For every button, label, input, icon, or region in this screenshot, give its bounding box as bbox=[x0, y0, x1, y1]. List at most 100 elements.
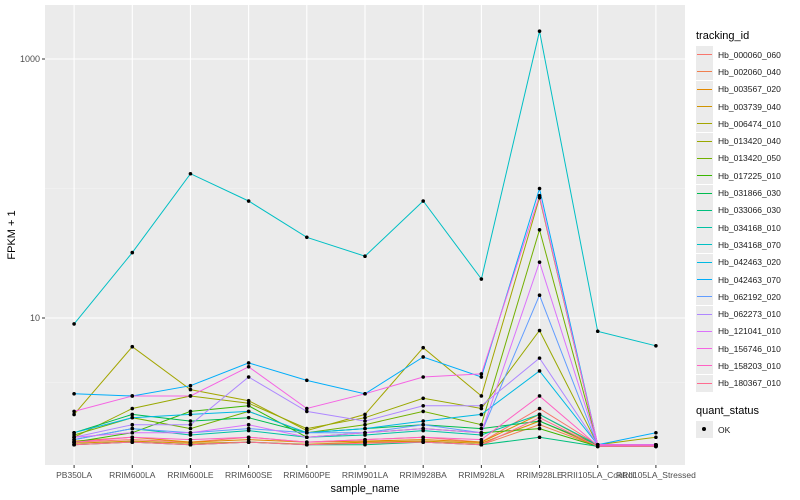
quant-status-legend-title: quant_status bbox=[696, 405, 759, 417]
data-point bbox=[537, 356, 542, 360]
legend-item: Hb_034168_010 bbox=[696, 219, 800, 237]
data-point bbox=[188, 412, 193, 417]
x-tick-label: RRIM600PE bbox=[283, 470, 331, 480]
data-point bbox=[537, 328, 542, 333]
data-point bbox=[421, 396, 425, 401]
legend-key bbox=[696, 340, 713, 358]
data-point bbox=[246, 199, 251, 203]
data-point bbox=[72, 440, 76, 444]
data-point bbox=[130, 426, 135, 431]
legend-line-swatch bbox=[697, 244, 712, 246]
legend-item: Hb_017225_010 bbox=[696, 167, 800, 185]
data-point bbox=[595, 329, 600, 334]
x-tick-label: RRIM600SE bbox=[225, 470, 273, 480]
data-point bbox=[246, 426, 251, 431]
data-point bbox=[421, 422, 425, 427]
legend-key bbox=[696, 46, 713, 64]
legend-label: Hb_000060_060 bbox=[718, 49, 781, 60]
legend-line-swatch bbox=[697, 140, 712, 142]
legend-label: Hb_013420_040 bbox=[718, 136, 781, 147]
legend-key bbox=[696, 374, 713, 392]
legend-line-swatch bbox=[697, 175, 712, 177]
data-point bbox=[421, 375, 425, 379]
legend-key bbox=[696, 219, 713, 237]
y-axis: 10 1000 bbox=[20, 54, 45, 323]
legend-item: Hb_033066_030 bbox=[696, 201, 800, 219]
legend-line-swatch bbox=[697, 192, 712, 194]
legend-item: Hb_042463_020 bbox=[696, 253, 800, 271]
y-tick-label: 1000 bbox=[20, 54, 40, 64]
legend-label: Hb_062192_020 bbox=[718, 291, 781, 302]
legend-label: Hb_002060_040 bbox=[718, 66, 781, 77]
legend-line-swatch bbox=[697, 54, 712, 56]
data-point bbox=[305, 440, 309, 444]
series-points bbox=[72, 29, 658, 449]
data-point bbox=[595, 444, 600, 449]
legend-label: Hb_034168_010 bbox=[718, 222, 781, 233]
legend-line-swatch bbox=[697, 279, 712, 280]
legend-key bbox=[696, 271, 713, 288]
data-point bbox=[421, 199, 425, 203]
data-point bbox=[188, 426, 193, 431]
legend-line-swatch bbox=[697, 227, 712, 229]
legend-item-ok: OK bbox=[696, 421, 800, 439]
data-point bbox=[537, 369, 542, 373]
data-point bbox=[421, 419, 425, 423]
legend-line-swatch bbox=[697, 296, 712, 298]
data-point bbox=[188, 422, 193, 427]
data-point bbox=[72, 430, 76, 435]
data-point bbox=[130, 415, 135, 420]
data-point bbox=[363, 254, 367, 259]
data-point bbox=[72, 322, 76, 326]
x-tick-label: PB350LA bbox=[56, 470, 92, 480]
data-point bbox=[72, 442, 76, 447]
data-point bbox=[363, 391, 367, 396]
legend-line-swatch bbox=[697, 365, 712, 367]
data-point bbox=[537, 260, 542, 264]
data-point bbox=[72, 412, 76, 417]
data-point bbox=[130, 412, 135, 417]
data-point bbox=[421, 345, 425, 350]
legend-item: Hb_002060_040 bbox=[696, 63, 800, 81]
x-axis: PB350LA RRIM600LA RRIM600LE RRIM600SE RRIM60… bbox=[56, 465, 696, 480]
data-point bbox=[654, 343, 658, 348]
data-point bbox=[363, 437, 367, 442]
legend-label: Hb_013420_050 bbox=[718, 153, 781, 164]
legend-item: Hb_042463_070 bbox=[696, 271, 800, 288]
data-point bbox=[363, 415, 367, 420]
legend-key bbox=[696, 167, 713, 185]
data-point bbox=[363, 430, 367, 435]
legend-key bbox=[696, 305, 713, 323]
data-point bbox=[421, 409, 425, 414]
legend-label: Hb_031866_030 bbox=[718, 188, 781, 199]
legend-label: Hb_034168_070 bbox=[718, 239, 781, 250]
legend-key-ok bbox=[696, 421, 713, 439]
data-point bbox=[479, 375, 484, 379]
legend-line-swatch bbox=[697, 123, 712, 125]
data-point bbox=[188, 442, 193, 447]
data-point bbox=[479, 426, 484, 431]
legend-key bbox=[696, 201, 713, 219]
data-point bbox=[305, 430, 309, 435]
legend-label: Hb_158203_010 bbox=[718, 360, 781, 371]
data-point bbox=[537, 426, 542, 431]
data-point bbox=[421, 435, 425, 440]
data-point bbox=[537, 186, 542, 191]
data-point bbox=[246, 375, 251, 379]
legend-title: tracking_id bbox=[696, 30, 750, 42]
legend-item: Hb_031866_030 bbox=[696, 184, 800, 202]
data-point bbox=[537, 435, 542, 440]
data-point bbox=[305, 442, 309, 447]
legend-items: Hb_000060_060 Hb_002060_040 Hb_003567_020 H… bbox=[696, 46, 800, 392]
legend-line-swatch bbox=[697, 313, 712, 315]
legend-label: Hb_003567_020 bbox=[718, 84, 781, 95]
legend-key bbox=[696, 236, 713, 254]
data-point bbox=[479, 422, 484, 427]
legend-item: Hb_000060_060 bbox=[696, 46, 800, 64]
x-tick-label: RRII105LA_Stressed bbox=[616, 470, 696, 480]
data-point bbox=[130, 440, 135, 444]
data-point bbox=[305, 235, 309, 240]
data-point bbox=[363, 426, 367, 431]
legend-item: Hb_006474_010 bbox=[696, 115, 800, 133]
